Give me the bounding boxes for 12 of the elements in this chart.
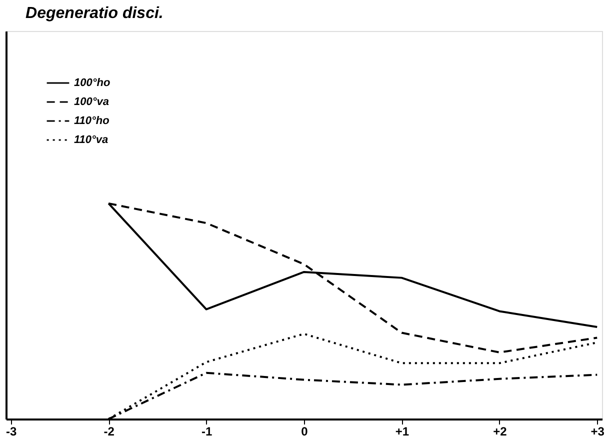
chart-title: Degeneratio disci. [26,5,164,22]
legend-label: 100°va [74,96,109,108]
legend-label: 110°ho [74,115,110,127]
x-tick-label: +2 [493,424,508,438]
x-tick-label: -1 [201,424,212,438]
x-tick-label: 0 [301,424,308,438]
x-tick-label: -2 [104,424,115,438]
legend-label: 100°ho [74,77,110,89]
x-tick-label: +3 [590,424,605,438]
x-tick-label: +1 [395,424,410,438]
x-tick-label: -3 [6,424,18,438]
legend-label: 110°va [74,134,108,146]
